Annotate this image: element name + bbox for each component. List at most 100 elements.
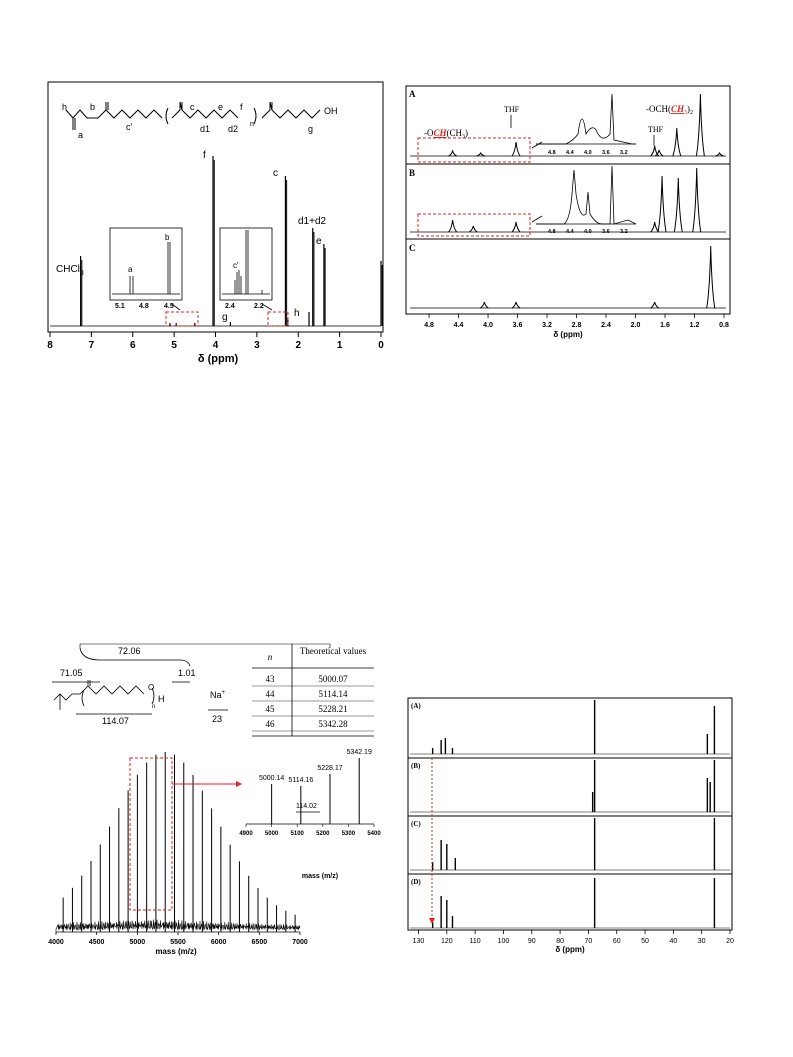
struct-label-d1: d1 [200,124,210,134]
nmr2-tick-label: 2.4 [601,322,611,329]
nmr2-x-axis: 4.8 4.4 4.0 3.6 3.2 2.8 2.4 2.0 1.6 1.2 0.8 [424,314,729,329]
c13-tick-label: 30 [698,938,706,945]
nmr1-inset2-tick: 2.4 [225,303,235,310]
c13-tick-label: 20 [726,938,734,945]
maldi-spectrum [55,752,301,932]
nmr1-inset1-tick: 4.8 [139,303,149,310]
nmr1-label-d: d1+d2 [298,216,327,227]
nmr2-peak [511,141,521,157]
nmr2-peak [469,225,478,233]
nmr2-inset-a-tick: 3.6 [602,150,610,156]
nmr1-inset-2-peaks [222,230,270,295]
maldi-table-cell-value: 5000.07 [318,674,348,684]
maldi-inset-peak-label: 5114.16 [288,777,313,784]
nmr2-peak [695,93,705,157]
nmr2-spectra [410,93,726,309]
nmr2-peak [448,219,458,233]
c13-tick-label: 120 [441,938,453,945]
nmr2-annot-och2: -OCH(CH3)2 [646,104,693,116]
nmr2-tick-label: 3.2 [542,322,552,329]
maldi-inset-tick-label: 5400 [367,831,381,837]
nmr2-inset-b-tick: 3.6 [602,229,610,235]
nmr1-inset2-tick: 2.2 [254,303,264,310]
nmr2-peak [706,245,716,309]
maldi-inset-tick-label: 5300 [342,831,356,837]
nmr2-peak [650,301,659,309]
nmr1-label-f: f [203,150,206,161]
nmr2-highlight-box-b [417,213,531,237]
nmr1-label-chcl3: CHCl3 [56,264,84,277]
nmr2-frame [405,85,731,315]
maldi-inset-tick-label: 5100 [291,831,305,837]
nmr1-tick-label: 3 [254,340,260,351]
maldi-inset-peak-label: 5228.17 [317,765,342,772]
c13-svg: (A) (B) (C) (D) 130 120 110 100 90 80 70 60 50 40… [407,697,734,954]
maldi-struct-n: n [152,704,155,710]
c13-x-axis-title: δ (ppm) [555,945,585,954]
nmr1-inset1-label-a: a [128,265,133,274]
nmr2-peak [511,221,521,233]
nmr2-tick-label: 4.0 [483,322,493,329]
nmr2-tick-label: 1.2 [690,322,700,329]
maldi-inset-x-axis-title: mass (m/z) [302,873,338,880]
nmr1-x-axis: 8 7 6 5 4 3 2 1 0 [47,332,384,351]
nmr2-peak [673,177,683,233]
nmr2-peak [650,221,660,233]
maldi-tick-label: 4000 [48,939,64,946]
nmr1-tick-label: 0 [378,340,384,351]
figure-4-c13-stack: (A) (B) (C) (D) 130 120 110 100 90 80 70 60 50 40… [396,696,756,956]
c13-row-label-c: (C) [411,820,421,828]
maldi-table-cell-n: 45 [266,704,276,714]
maldi-x-axis-title: mass (m/z) [155,947,197,956]
nmr2-inset-b-tick: 4.8 [548,229,556,235]
nmr1-inset1-label-b: b [165,233,170,242]
maldi-brace-7206 [79,647,191,667]
nmr2-inset-b-tick: 4.0 [584,229,592,235]
nmr1-tick-label: 2 [295,340,301,351]
nmr1-svg: h b a c' c e f d1 d2 n OH g a b 5.1 4.8 … [47,81,384,365]
nmr2-tick-label: 4.4 [454,322,464,329]
c13-tick-label: 80 [556,938,564,945]
maldi-mass-7206: 72.06 [118,646,141,656]
nmr2-row-label-a: A [409,89,416,99]
maldi-na-mass: 23 [212,714,222,724]
nmr2-peak [448,149,457,157]
maldi-inset-peak-label: 5342.19 [347,749,372,756]
maldi-mass-7105: 71.05 [60,668,83,678]
nmr2-row-label-b: B [409,168,415,178]
c13-tick-label: 130 [413,938,425,945]
maldi-tick-label: 4500 [89,939,105,946]
maldi-inset-peak-label: 5000.14 [259,775,284,782]
maldi-table-cell-n: 43 [266,674,276,684]
c13-frame [407,697,733,931]
maldi-noise [55,919,301,932]
nmr2-peak [511,301,521,309]
nmr2-inset-b [536,165,637,225]
nmr2-x-axis-title: δ (ppm) [553,330,583,339]
maldi-tick-label: 6500 [252,939,268,946]
nmr2-annot-och-ch3: -OCH(CH3) [424,128,468,140]
nmr1-arrow-2 [261,303,273,311]
maldi-table-cell-value: 5228.21 [318,704,347,714]
nmr1-x-axis-title: δ (ppm) [198,353,239,365]
nmr2-highlight-box-a [417,137,531,163]
nmr1-tick-label: 5 [171,340,177,351]
struct-label-h: h [62,102,67,112]
nmr1-tick-label: 1 [337,340,343,351]
maldi-inset-diff: 114.02 [296,803,317,810]
c13-tick-label: 110 [470,938,481,945]
nmr2-tick-label: 2.0 [631,322,641,329]
nmr1-arrow-1 [171,303,181,311]
figure-3-maldi: 72.06 71.05 1.01 O H n 114.07 Na+ 23 n T… [40,640,400,960]
maldi-struct-h: H [158,694,165,704]
c13-tick-label: 60 [613,938,621,945]
nmr1-inset-1 [109,227,183,301]
maldi-struct-o: O [148,683,154,692]
maldi-tick-label: 6000 [211,939,227,946]
nmr2-annot-thf-1: THF [504,105,520,114]
struct-label-n: n [250,121,254,128]
nmr2-peak [480,301,489,309]
struct-label-cp: c' [126,122,133,132]
nmr1-tick-label: 6 [130,340,136,351]
struct-label-b: b [90,102,95,112]
